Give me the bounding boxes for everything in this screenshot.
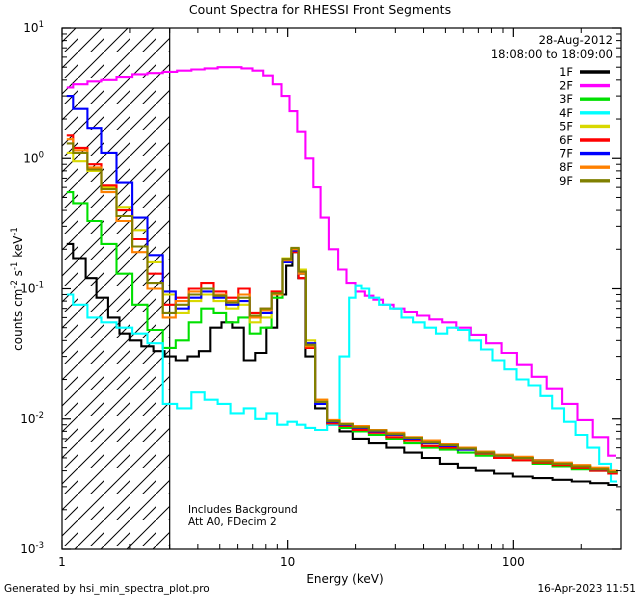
y-tick-exponent: 0 [39, 150, 44, 160]
y-label-part-b: s [11, 270, 25, 280]
series-line-9F [66, 142, 618, 474]
x-tick-label: 1 [58, 555, 66, 569]
legend-label-5F: 5F [559, 119, 573, 133]
annotation-includes-background: Includes Background [188, 504, 298, 516]
observation-date: 28-Aug-2012 [539, 33, 613, 47]
legend-label-8F: 8F [559, 160, 573, 174]
y-label-exp-3: -1 [10, 227, 20, 235]
y-label-part-c: keV [11, 235, 25, 262]
legend-label-4F: 4F [559, 106, 573, 120]
y-tick-exponent: -2 [36, 411, 44, 421]
legend-label-6F: 6F [559, 133, 573, 147]
series-line-4F [66, 284, 617, 483]
y-axis-label: counts cm-2 s-1 keV-1 [10, 227, 25, 351]
page-title: Count Spectra for RHESSI Front Segments [189, 2, 451, 17]
x-axis-label: Energy (keV) [306, 572, 383, 586]
x-tick-label: 10 [280, 555, 295, 569]
y-tick-exponent: 1 [39, 20, 44, 30]
legend-label-2F: 2F [559, 79, 573, 93]
y-tick-exponent: -1 [36, 281, 44, 291]
svg-text:counts cm-2 s-1 keV-1: counts cm-2 s-1 keV-1 [10, 227, 25, 351]
legend-label-1F: 1F [559, 65, 573, 79]
observation-time-range: 18:08:00 to 18:09:00 [491, 47, 613, 61]
y-label-exp-1: -2 [10, 280, 20, 288]
footer-generator: Generated by hsi_min_spectra_plot.pro [4, 583, 210, 595]
series-line-2F [66, 66, 616, 457]
annotation-attenuator-state: Att A0, FDecim 2 [188, 516, 277, 528]
legend-label-7F: 7F [559, 147, 573, 161]
data-series-group [66, 66, 618, 487]
footer-timestamp: 16-Apr-2023 11:51 [537, 583, 636, 595]
legend-label-9F: 9F [559, 174, 573, 188]
y-label-exp-2: -1 [10, 262, 20, 270]
x-axis-ticks: 1 10 100 [58, 28, 622, 569]
x-tick-label: 100 [502, 555, 525, 569]
y-label-part-a: counts cm [11, 289, 25, 351]
legend-label-3F: 3F [559, 92, 573, 106]
series-line-6F [66, 134, 618, 475]
y-tick-exponent: -3 [36, 541, 44, 551]
